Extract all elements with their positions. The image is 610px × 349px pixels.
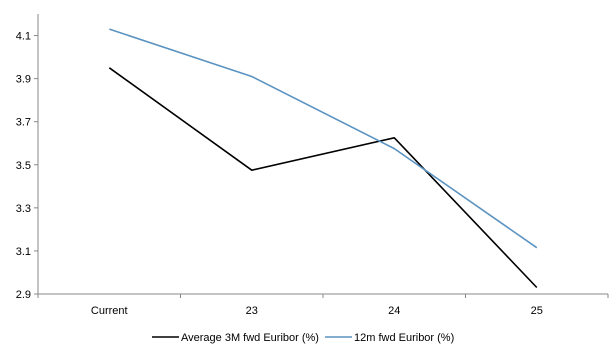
x-tick-label: 25 (531, 305, 543, 317)
y-tick-label: 3.3 (16, 203, 31, 215)
y-tick-label: 4.1 (16, 31, 31, 43)
x-ticks: Current 23 24 25 (37, 294, 609, 317)
x-tick-label: 24 (388, 305, 400, 317)
series-line-2 (109, 28, 538, 249)
y-tick-label: 3.9 (16, 74, 31, 86)
y-tick-label: 3.1 (16, 246, 31, 258)
legend-label: Average 3M fwd Euribor (%) (181, 332, 319, 344)
x-tick-label: 23 (246, 305, 258, 317)
legend-label: 12m fwd Euribor (%) (354, 332, 454, 344)
y-ticks: 2.9 3.1 3.3 3.5 3.7 3.9 4.1 (16, 31, 38, 301)
y-tick-label: 3.5 (16, 160, 31, 172)
y-tick-label: 2.9 (16, 289, 31, 301)
series-lines (108, 28, 538, 289)
series-line-1 (108, 67, 538, 289)
y-tick-label: 3.7 (16, 117, 31, 129)
x-tick-label: Current (91, 305, 128, 317)
legend: Average 3M fwd Euribor (%) 12m fwd Euribo… (152, 332, 454, 344)
